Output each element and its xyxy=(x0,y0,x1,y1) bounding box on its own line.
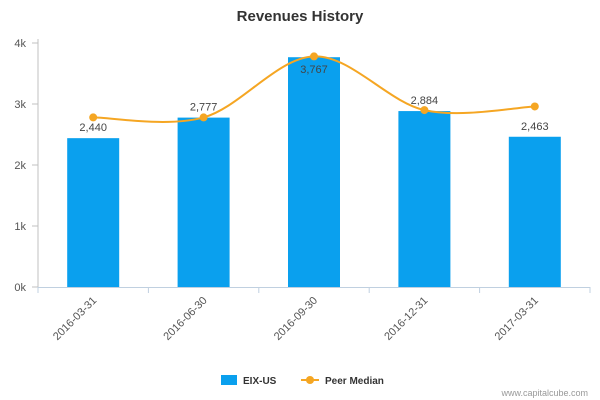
peer-median-point[interactable] xyxy=(310,52,318,61)
bar-series xyxy=(67,57,561,288)
y-tick-label: 3k xyxy=(14,99,26,111)
x-tick-label: 2016-09-30 xyxy=(272,295,320,343)
bar[interactable] xyxy=(288,57,340,288)
peer-median-point[interactable] xyxy=(89,113,98,122)
peer-median-point[interactable] xyxy=(199,113,208,122)
x-tick-label: 2016-12-31 xyxy=(382,295,430,343)
chart-title: Revenues History xyxy=(237,8,364,25)
x-axis: 2016-03-31 2016-06-30 2016-09-30 2016-12-31… xyxy=(37,287,591,343)
legend-label-peer-median[interactable]: Peer Median xyxy=(325,376,384,387)
bar[interactable] xyxy=(508,136,561,287)
bar[interactable] xyxy=(398,111,451,288)
y-tick-label: 0k xyxy=(14,282,26,294)
bar[interactable] xyxy=(67,138,120,287)
x-tick-label: 2016-06-30 xyxy=(161,295,209,343)
legend-swatch-eix-us[interactable] xyxy=(221,375,237,385)
bar-data-label: 2,884 xyxy=(411,95,439,107)
bar-data-label: 3,767 xyxy=(300,64,328,76)
y-tick-label: 2k xyxy=(14,160,26,172)
legend-label-eix-us[interactable]: EIX-US xyxy=(243,376,277,387)
bar-data-label: 2,440 xyxy=(79,122,107,134)
x-tick-label: 2016-03-31 xyxy=(51,295,99,343)
bar-data-labels: 2,440 2,777 3,767 2,884 2,463 xyxy=(79,64,548,134)
y-tick-label: 4k xyxy=(14,38,26,50)
peer-median-point[interactable] xyxy=(530,102,539,111)
bar-data-label: 2,777 xyxy=(190,102,218,114)
y-tick-label: 1k xyxy=(14,221,26,233)
legend-swatch-peer-median-dot[interactable] xyxy=(306,376,314,384)
bar-data-label: 2,463 xyxy=(521,121,549,133)
legend: EIX-US Peer Median xyxy=(221,375,384,387)
x-tick-label: 2017-03-31 xyxy=(493,295,541,343)
peer-median-point[interactable] xyxy=(420,106,429,115)
y-axis: 0k 1k 2k 3k 4k xyxy=(14,38,39,294)
bar[interactable] xyxy=(177,117,230,287)
credit-text: www.capitalcube.com xyxy=(500,388,588,398)
line-series xyxy=(89,52,539,123)
